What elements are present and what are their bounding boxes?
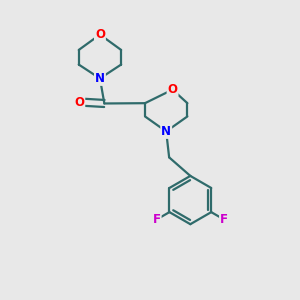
Text: F: F [153,213,161,226]
Text: O: O [95,28,105,41]
Text: N: N [95,72,105,85]
Text: O: O [74,95,84,109]
Text: O: O [168,83,178,96]
Text: N: N [161,125,171,138]
Text: F: F [220,213,228,226]
